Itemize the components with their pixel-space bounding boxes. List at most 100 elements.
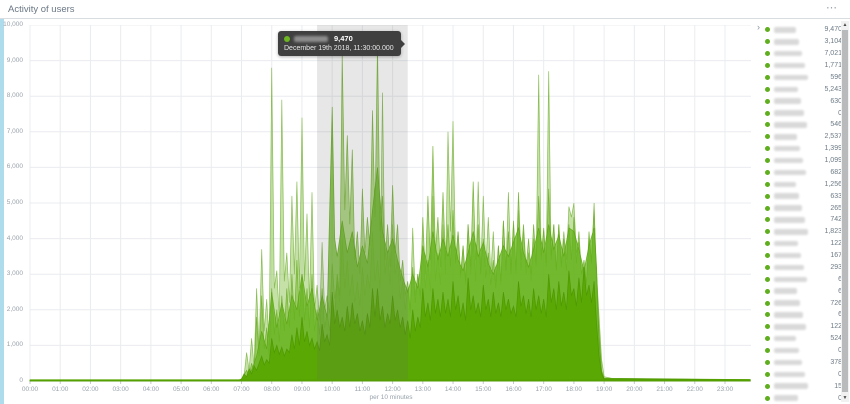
y-axis-tick-label: 3,000 [6, 270, 23, 278]
legend-value: 596 [830, 73, 842, 81]
legend-dot-icon [765, 86, 770, 92]
legend-item[interactable]: 1,771 [765, 60, 842, 72]
legend-value: 726 [830, 299, 842, 307]
legend-value: 6 [838, 311, 842, 318]
redacted-legend-label [774, 62, 805, 69]
redacted-legend-label [774, 335, 796, 342]
legend-dot-icon [765, 253, 770, 259]
redacted-legend-label [774, 383, 808, 389]
legend-value: 633 [830, 192, 842, 200]
x-axis-tick-label: 23:00 [716, 386, 734, 393]
redacted-legend-label [774, 347, 799, 354]
legend-dot-icon [765, 39, 770, 45]
redacted-legend-label [774, 74, 808, 81]
legend-item[interactable]: 0 [765, 107, 842, 119]
x-axis-tick-label: 12:00 [384, 386, 401, 393]
legend-item[interactable]: 742 [765, 214, 842, 226]
redacted-legend-label [774, 264, 804, 271]
y-axis-tick-label: 10,000 [3, 21, 23, 28]
legend-value: 524 [830, 335, 842, 343]
legend-item[interactable]: 1,256 [765, 178, 842, 190]
x-axis-tick-label: 03:00 [112, 386, 129, 393]
legend-collapse-chevron-icon[interactable]: › [757, 22, 760, 32]
legend-dot-icon [765, 264, 770, 270]
redacted-legend-label [774, 27, 796, 33]
scroll-up-arrow-icon[interactable]: ▲ [842, 22, 848, 28]
redacted-series-label [294, 35, 328, 42]
redacted-legend-label [774, 276, 807, 283]
legend-item[interactable]: 726 [765, 297, 842, 309]
x-axis-tick-label: 07:00 [233, 386, 250, 393]
legend-item[interactable]: 7,021 [765, 48, 842, 60]
series-color-dot-icon [284, 35, 290, 42]
x-axis-tick-label: 09:00 [293, 386, 311, 393]
redacted-legend-label [774, 50, 802, 57]
x-axis-tick-label: 02:00 [82, 386, 99, 393]
scroll-down-arrow-icon[interactable]: ▼ [842, 395, 848, 401]
panel-accent-bar [0, 19, 4, 404]
redacted-legend-label [774, 395, 798, 401]
redacted-legend-label [774, 169, 806, 176]
x-axis-tick-label: 20:00 [626, 386, 643, 393]
legend-value: 6 [838, 288, 842, 295]
legend-item[interactable]: 167 [765, 250, 842, 262]
legend-dot-icon [765, 300, 770, 306]
legend-item[interactable]: 0 [765, 392, 842, 404]
legend-item[interactable]: 633 [765, 190, 842, 202]
tooltip-pointer-icon [400, 40, 405, 48]
legend-value: 1,099 [824, 157, 842, 165]
redacted-legend-label [774, 300, 800, 306]
legend-item[interactable]: 596 [765, 72, 842, 84]
panel-header: Activity of users ⋯ [0, 0, 850, 19]
legend-item[interactable]: 682 [765, 167, 842, 179]
legend-item[interactable]: 524 [765, 333, 842, 345]
ellipsis-icon[interactable]: ⋯ [826, 2, 838, 14]
legend-item[interactable]: 546 [765, 119, 842, 131]
legend-item[interactable]: 630 [765, 95, 842, 107]
legend-dot-icon [765, 395, 770, 401]
x-axis-tick-label: 11:00 [354, 386, 371, 393]
legend-item[interactable]: 1,823 [765, 226, 842, 238]
legend-item[interactable]: 2,537 [765, 131, 842, 143]
legend-item[interactable]: 122 [765, 321, 842, 333]
legend-dot-icon [765, 74, 770, 80]
x-axis-tick-label: 17:00 [535, 386, 552, 393]
legend-dot-icon [765, 146, 770, 152]
legend-item[interactable]: 122 [765, 238, 842, 250]
redacted-legend-label [774, 229, 808, 235]
legend-item[interactable]: 265 [765, 202, 842, 214]
legend-item[interactable]: 9,470 [765, 24, 842, 36]
legend-item[interactable]: 6 [765, 309, 842, 321]
legend-item[interactable]: 378 [765, 357, 842, 369]
legend-dot-icon [765, 98, 770, 104]
legend-item[interactable]: 0 [765, 345, 842, 357]
area-chart[interactable] [25, 25, 757, 385]
legend-item[interactable]: 6 [765, 273, 842, 285]
legend-item[interactable]: 5,243 [765, 83, 842, 95]
legend-dot-icon [765, 229, 770, 235]
legend-item[interactable]: 3,104 [765, 36, 842, 48]
scrollbar-thumb[interactable] [842, 30, 848, 392]
legend-value: 546 [830, 121, 842, 129]
legend-item[interactable]: 15 [765, 380, 842, 392]
legend-dot-icon [765, 217, 770, 223]
redacted-legend-label [774, 39, 799, 45]
redacted-legend-label [774, 193, 799, 199]
x-axis-tick-label: 08:00 [263, 386, 280, 393]
legend-item[interactable]: 1,099 [765, 155, 842, 167]
legend-value: 1,256 [824, 180, 842, 188]
legend-dot-icon [765, 312, 770, 318]
legend-item[interactable]: 6 [765, 285, 842, 297]
legend-value: 293 [830, 263, 842, 271]
legend-item[interactable]: 0 [765, 368, 842, 380]
legend-dot-icon [765, 122, 770, 128]
legend-value: 0 [838, 371, 842, 378]
legend-item[interactable]: 1,399 [765, 143, 842, 155]
legend-scrollbar[interactable]: ▲ ▼ [841, 21, 849, 402]
legend-dot-icon [765, 324, 770, 330]
x-axis-tick-label: 00:00 [21, 386, 39, 393]
legend-value: 682 [830, 168, 842, 176]
legend-item[interactable]: 293 [765, 262, 842, 274]
redacted-legend-label [774, 359, 802, 366]
y-axis-tick-label: 6,000 [6, 163, 23, 171]
